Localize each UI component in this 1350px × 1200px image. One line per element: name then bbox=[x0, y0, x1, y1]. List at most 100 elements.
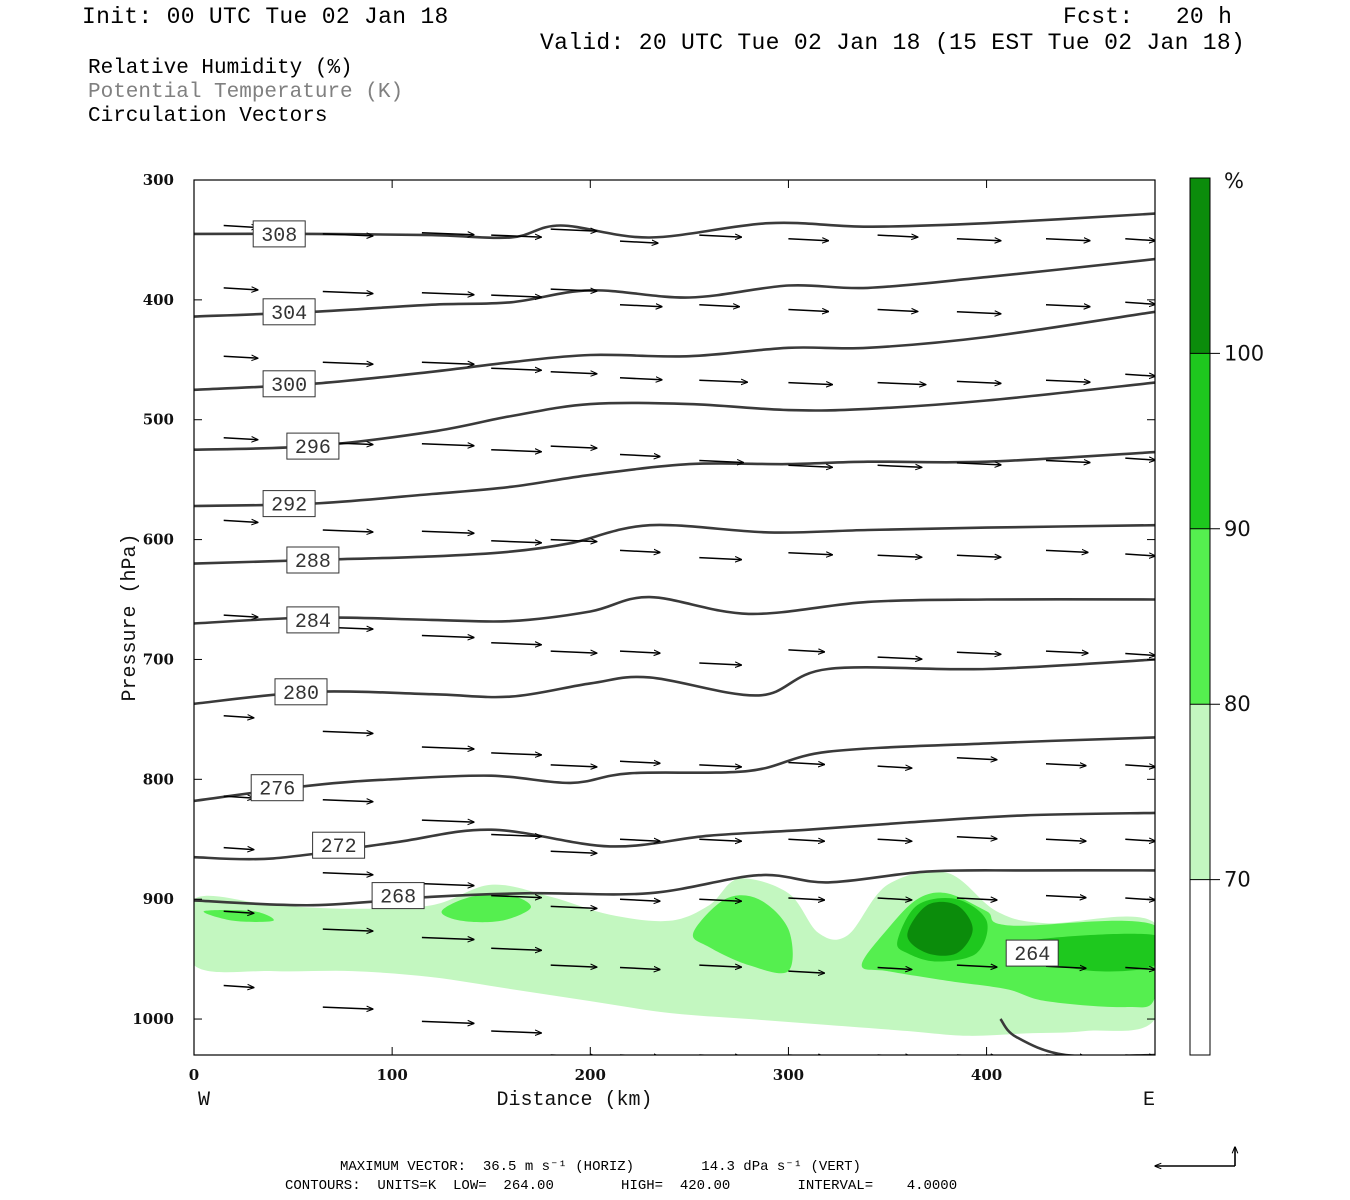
circulation-vector bbox=[619, 651, 660, 653]
circulation-vector bbox=[1045, 550, 1088, 552]
contour-label-304: 304 bbox=[262, 298, 316, 326]
circulation-vector bbox=[956, 312, 1001, 314]
contour-label-276: 276 bbox=[250, 774, 304, 802]
circulation-vector bbox=[1125, 302, 1155, 304]
circulation-vector bbox=[1125, 765, 1155, 767]
circulation-vector bbox=[491, 753, 541, 755]
circulation-vector bbox=[421, 636, 474, 638]
circulation-vector bbox=[788, 465, 832, 467]
contour-label-300: 300 bbox=[262, 370, 316, 398]
contour-label-264: 264 bbox=[1005, 939, 1059, 967]
circulation-vector bbox=[1125, 458, 1155, 460]
circulation-vector bbox=[550, 651, 597, 653]
theta-contour-304 bbox=[194, 257, 1155, 318]
contour-label-text: 288 bbox=[295, 551, 331, 574]
circulation-vector bbox=[1125, 968, 1155, 970]
circulation-vector bbox=[322, 530, 373, 532]
circulation-vector bbox=[1045, 651, 1088, 653]
circulation-vector bbox=[1125, 554, 1155, 556]
circulation-vector bbox=[491, 835, 541, 837]
contour-label-text: 268 bbox=[380, 887, 416, 910]
circulation-vector bbox=[1045, 305, 1090, 307]
contour-label-box bbox=[262, 490, 316, 518]
circulation-vector bbox=[877, 898, 912, 900]
theta-contour-292 bbox=[194, 450, 1155, 508]
circulation-vector bbox=[619, 455, 660, 457]
circulation-vector bbox=[1125, 239, 1155, 241]
contour-label-box bbox=[262, 370, 316, 398]
circulation-vector bbox=[1045, 896, 1086, 898]
circulation-vector bbox=[491, 235, 541, 237]
legend-circulation-vectors: Circulation Vectors bbox=[88, 105, 328, 128]
circulation-vector bbox=[788, 839, 824, 841]
theta-contour-300 bbox=[194, 310, 1155, 392]
colorbar-segment bbox=[1190, 704, 1210, 880]
circulation-vector bbox=[491, 541, 541, 543]
valid-time: Valid: 20 UTC Tue 02 Jan 18 (15 EST Tue … bbox=[540, 30, 1246, 56]
circulation-vector bbox=[421, 444, 474, 446]
colorbar-tick-label: 100 bbox=[1224, 341, 1264, 365]
x-end-label-left: W bbox=[198, 1089, 210, 1112]
circulation-vector bbox=[877, 555, 922, 557]
circulation-vector bbox=[956, 652, 1001, 654]
circulation-vector bbox=[550, 446, 597, 448]
circulation-vector bbox=[619, 839, 660, 841]
circulation-vector bbox=[1045, 839, 1086, 841]
circulation-vector bbox=[421, 531, 474, 533]
circulation-vector bbox=[699, 839, 741, 841]
theta-contour-268 bbox=[194, 869, 1155, 907]
circulation-vector bbox=[550, 965, 597, 967]
circulation-vector bbox=[956, 381, 1001, 383]
circulation-vector bbox=[699, 765, 741, 767]
circulation-vector bbox=[322, 362, 373, 364]
circulation-vector bbox=[223, 986, 254, 988]
rh-region-100 bbox=[907, 901, 973, 956]
circulation-vector bbox=[322, 292, 373, 294]
circulation-vector bbox=[619, 241, 658, 243]
circulation-vector bbox=[223, 615, 258, 617]
y-tick-label: 500 bbox=[143, 411, 174, 429]
circulation-vector bbox=[550, 229, 597, 231]
x-tick-label: 0 bbox=[189, 1066, 199, 1084]
circulation-vector bbox=[421, 884, 474, 886]
circulation-vector bbox=[1125, 654, 1155, 656]
circulation-vector bbox=[550, 765, 597, 767]
circulation-vector bbox=[1045, 764, 1086, 766]
circulation-vector bbox=[421, 747, 474, 749]
y-tick-label: 800 bbox=[143, 770, 174, 788]
circulation-vector bbox=[788, 239, 828, 241]
circulation-vector bbox=[956, 965, 997, 967]
rh-region-80 bbox=[203, 910, 274, 922]
theta-contour-296 bbox=[194, 381, 1155, 451]
circulation-vector bbox=[491, 896, 541, 898]
circulation-vector bbox=[619, 378, 662, 380]
contour-label-288: 288 bbox=[286, 546, 340, 574]
contour-label-layer: 308 304 300 296 292 288 284 280 276 272 268 264 bbox=[250, 220, 1059, 967]
circulation-vector bbox=[788, 763, 824, 765]
circulation-vector bbox=[421, 820, 474, 822]
circulation-vector bbox=[1045, 966, 1086, 968]
legend-relative-humidity: Relative Humidity (%) bbox=[88, 57, 353, 80]
circulation-vector bbox=[956, 758, 997, 760]
rh-region-80 bbox=[692, 895, 793, 974]
contour-info: CONTOURS: UNITS=K LOW= 264.00 HIGH= 420.… bbox=[285, 1178, 958, 1194]
contour-label-284: 284 bbox=[286, 606, 340, 634]
contour-label-296: 296 bbox=[286, 432, 340, 460]
colorbar: 70 80 90 100% bbox=[1189, 169, 1264, 1056]
circulation-vector bbox=[421, 938, 474, 940]
circulation-vector bbox=[699, 558, 741, 560]
circulation-vector bbox=[1045, 239, 1090, 241]
circulation-vector bbox=[1125, 374, 1155, 376]
theta-contour-layer bbox=[194, 212, 1155, 1055]
colorbar-segment bbox=[1190, 178, 1210, 354]
x-end-label-right: E bbox=[1143, 1089, 1155, 1112]
contour-label-box bbox=[1005, 939, 1059, 967]
circulation-vector bbox=[1045, 380, 1090, 382]
circulation-vector bbox=[877, 839, 912, 841]
vector-scale-key bbox=[1155, 1147, 1235, 1166]
circulation-vector bbox=[956, 555, 1001, 557]
circulation-vector bbox=[699, 305, 739, 307]
colorbar-segment bbox=[1190, 879, 1210, 1055]
colorbar-segment bbox=[1190, 528, 1210, 705]
